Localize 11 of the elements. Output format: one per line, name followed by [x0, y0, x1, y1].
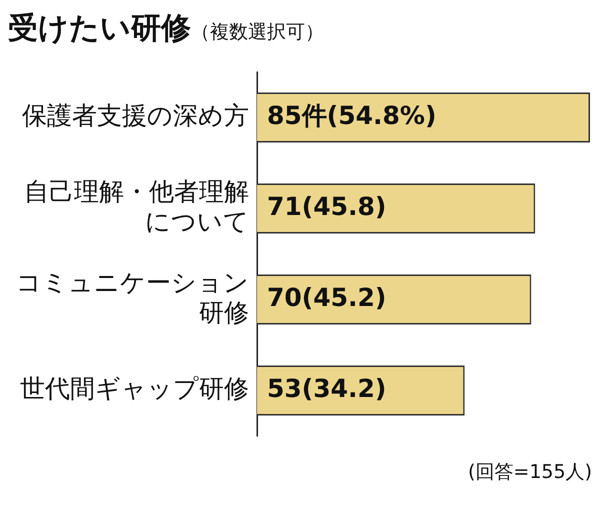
y-tick-label: 保護者支援の深め方: [22, 101, 249, 130]
data-label: 71(45.8): [267, 192, 386, 221]
chart-subtitle: （複数選択可）: [191, 21, 324, 43]
data-label: 53(34.2): [267, 374, 386, 403]
text: (回答=155人): [466, 460, 592, 485]
data-label: 85件(54.8%): [267, 101, 436, 130]
chart-title: 受けたい研修: [8, 11, 191, 46]
y-tick-label: 世代間ギャップ研修: [20, 374, 249, 403]
data-label: 70(45.2): [267, 283, 386, 312]
y-tick-label: 自己理解・他者理解について: [24, 177, 249, 236]
y-tick-label: コミュニケーション研修: [16, 268, 249, 327]
